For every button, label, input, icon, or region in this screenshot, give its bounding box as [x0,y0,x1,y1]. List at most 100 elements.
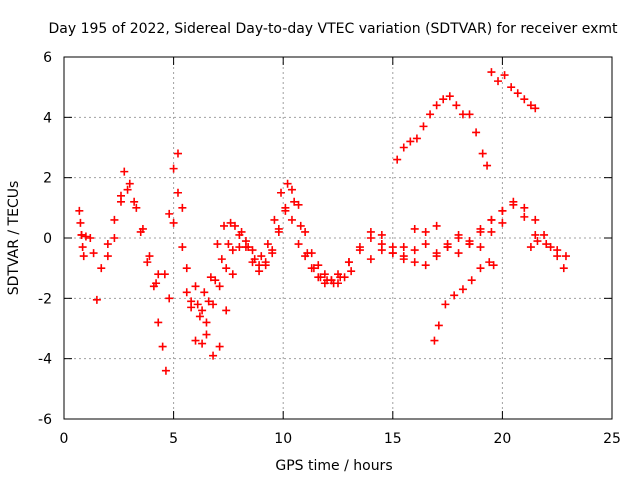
data-point [191,282,200,291]
data-point [169,164,178,173]
data-point [410,224,419,233]
data-point [513,89,522,98]
data-point [520,95,529,104]
data-point [399,255,408,264]
data-point [445,92,454,101]
data-point [255,267,264,276]
data-point [89,249,98,258]
data-point [467,276,476,285]
data-point [103,252,112,261]
data-point [209,351,218,360]
data-point [287,215,296,224]
x-tick-label: 15 [384,431,402,447]
series-track-i [202,185,356,327]
data-point [439,95,448,104]
data-point [561,252,570,261]
data-point [487,68,496,77]
y-tick-label: 4 [43,110,52,126]
data-point [182,264,191,273]
data-point [76,218,85,227]
data-point [281,203,290,212]
data-point [257,252,266,261]
data-point [476,243,485,252]
y-tick-label: -2 [38,291,52,307]
data-point [307,249,316,258]
data-point [432,252,441,261]
x-tick-label: 10 [274,431,292,447]
data-point [526,243,535,252]
chart-title: Day 195 of 2022, Sidereal Day-to-day VTE… [49,21,619,37]
data-point [81,232,90,241]
grid-layer [64,57,612,419]
data-point [132,203,141,212]
data-point [204,297,213,306]
data-point [136,227,145,236]
data-point [454,234,463,242]
data-point [222,264,231,273]
data-point [520,212,529,221]
x-tick-label: 25 [603,431,621,447]
data-point [268,249,277,258]
data-point [478,149,487,158]
data-point [553,252,562,261]
data-point [202,330,211,339]
data-point [340,273,349,282]
data-point [531,104,540,113]
data-point [241,243,250,252]
data-point [498,206,507,215]
data-point [377,246,386,255]
data-point [173,188,182,197]
data-point [116,197,125,206]
data-point [399,143,408,152]
data-point [450,291,459,300]
data-point [419,122,428,131]
data-point [173,149,182,158]
data-point [193,300,202,309]
data-point [120,167,129,176]
data-point [334,270,342,279]
data-point [406,137,415,146]
data-point [487,215,496,224]
x-tick-label: 20 [493,431,511,447]
data-point [270,215,279,224]
data-point [347,267,356,276]
data-point [498,218,507,227]
data-point [110,234,119,242]
data-point [235,230,244,239]
data-point [294,200,303,209]
data-point [542,240,551,249]
data-point [443,243,452,252]
y-tick-label: -6 [38,412,52,428]
data-point [75,206,84,215]
data-point [399,243,408,252]
data-point [483,161,492,170]
data-point [531,215,540,224]
data-point [263,240,272,249]
data-point [531,230,540,239]
data-point [224,240,233,249]
data-point [494,77,503,86]
series-track-f [160,164,235,309]
data-point [546,243,555,252]
data-point [125,179,134,188]
data-point [520,203,529,212]
data-point [377,230,386,239]
data-point [355,243,364,252]
data-point [149,282,158,291]
data-point [198,339,207,348]
data-point [410,246,419,255]
data-point [228,246,237,255]
y-tick-label: 6 [43,50,52,66]
series-track-p [526,230,568,273]
data-point [86,234,95,242]
data-point [165,294,174,303]
data-point [130,197,139,206]
data-point [296,221,305,230]
data-point [110,215,119,224]
data-point [123,185,132,194]
data-point [248,258,257,267]
data-point [458,285,467,294]
ticks-layer: 0 5 10 15 20 25 -6 -4 -2 0 2 4 6 [38,50,621,447]
